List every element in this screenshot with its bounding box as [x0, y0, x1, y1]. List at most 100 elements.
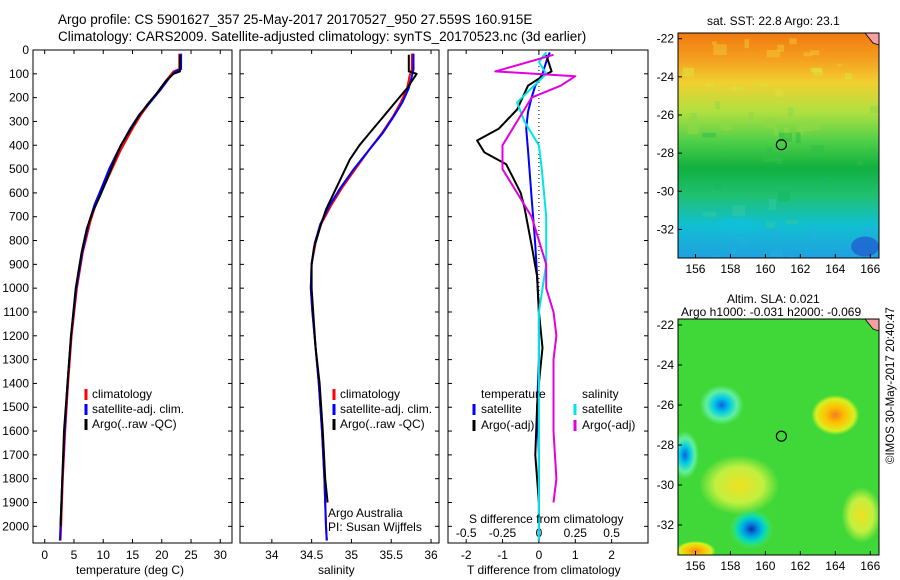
sst-texture-patch — [775, 89, 784, 97]
temperature-series-group — [58, 53, 183, 541]
temperature-legend-label: Argo(..raw -QC) — [92, 417, 177, 431]
sla_map-ytick-label: -26 — [657, 398, 675, 412]
difference-legend-group-title: salinity — [582, 387, 619, 401]
depth-tick-label: 1700 — [2, 448, 29, 462]
salinity-xtick-label: 36 — [424, 548, 438, 562]
sst-texture-patch — [822, 176, 829, 183]
sst-texture-patch — [762, 156, 773, 163]
sst-texture-patch — [836, 63, 843, 67]
difference-xtick2-label: -0.5 — [456, 526, 477, 540]
sst-field-background — [678, 33, 879, 258]
difference-legend-label: Argo(-adj) — [481, 418, 534, 432]
difference-legend-label: satellite — [582, 402, 623, 416]
sst-texture-patch — [705, 83, 714, 88]
difference-legend-label: Argo(-adj) — [582, 418, 635, 432]
sst_map-xtick-label: 156 — [685, 262, 705, 276]
temperature-xtick-label: 5 — [71, 548, 78, 562]
sst-texture-patch — [799, 123, 811, 132]
sst-texture-patch — [869, 106, 879, 114]
sst-texture-patch — [766, 49, 781, 58]
sst-texture-patch — [682, 67, 694, 77]
sst-texture-patch — [864, 226, 876, 235]
sla_map-argo-marker — [775, 430, 787, 442]
sst-texture-patch — [809, 121, 821, 131]
sst-texture-patch — [811, 145, 825, 154]
sla_map-ytick-label: -30 — [657, 478, 675, 492]
sst-texture-patch — [688, 116, 698, 127]
sst-texture-patch — [731, 248, 736, 255]
sla_map-xtick-label: 162 — [790, 559, 810, 573]
sst-texture-patch — [766, 221, 775, 229]
sst-texture-patch — [718, 151, 726, 155]
sla-low-anomaly — [699, 385, 744, 425]
difference-xtick-label: 2 — [608, 548, 615, 562]
depth-tick-label: 600 — [9, 186, 29, 200]
sst-texture-patch — [713, 44, 727, 56]
temperature-xtick-label: 0 — [41, 548, 48, 562]
temperature-axis-label: temperature (deg C) — [76, 563, 185, 577]
depth-tick-label: 1300 — [2, 353, 29, 367]
difference-xtick2-label: 0.25 — [564, 526, 588, 540]
temperature-legend-label: satellite-adj. clim. — [92, 402, 184, 416]
sst-texture-patch — [785, 219, 799, 225]
sst-texture-patch — [712, 254, 721, 258]
sla-high-anomaly — [678, 541, 716, 555]
sla-low-anomaly — [678, 431, 699, 479]
depth-tick-label: 1100 — [3, 305, 29, 319]
temperature-series-2 — [59, 54, 181, 527]
sla_map-ytick-label: -28 — [657, 438, 675, 452]
sst-texture-patch — [844, 73, 853, 80]
sst-texture-patch — [810, 50, 820, 56]
sst-texture-patch — [690, 113, 698, 119]
sst-texture-patch — [767, 146, 772, 157]
depth-tick-label: 1600 — [2, 424, 29, 438]
depth-tick-label: 300 — [9, 114, 29, 128]
sst_map-ytick-label: -28 — [657, 146, 675, 160]
figure-title-line1: Argo profile: CS 5901627_357 25-May-2017… — [58, 12, 533, 27]
salinity-annotation-line1: Argo Australia — [328, 506, 403, 520]
temperature-xtick-label: 15 — [126, 548, 140, 562]
sst-texture-patch — [857, 160, 863, 166]
sst-texture-patch — [693, 231, 699, 235]
depth-tick-label: 1000 — [2, 281, 29, 295]
sst-texture-patch — [770, 250, 784, 257]
sst-texture-patch — [776, 159, 782, 165]
temperature-plot-frame — [32, 49, 233, 544]
sla-map-title: Altim. SLA: 0.021 — [727, 292, 820, 306]
difference-xtick-label: -1 — [497, 548, 508, 562]
salinity-xtick-label: 35.5 — [380, 548, 404, 562]
sst-texture-patch — [766, 117, 776, 129]
sst-texture-patch — [787, 255, 798, 258]
sla_map-ytick-label: -32 — [657, 518, 675, 532]
sst-texture-patch — [778, 191, 790, 202]
temperature-xtick-label: 10 — [97, 548, 111, 562]
sla-map-subtitle: Argo h1000: -0.031 h2000: -0.069 — [681, 305, 862, 319]
difference-series-2 — [516, 51, 548, 541]
sst_map-ytick-label: -26 — [657, 108, 675, 122]
salinity-legend-label: Argo(..raw -QC) — [340, 417, 425, 431]
salinity-series-2 — [310, 54, 418, 503]
difference-series-3 — [494, 53, 577, 503]
sst-texture-patch — [703, 211, 717, 217]
difference-legend-group-title: temperature — [481, 387, 546, 401]
depth-tick-label: 2000 — [2, 519, 29, 533]
salinity-legend-label: satellite-adj. clim. — [340, 402, 432, 416]
salinity-xtick-label: 34 — [265, 548, 279, 562]
sla_map-xtick-label: 158 — [720, 559, 740, 573]
sst-texture-patch — [711, 41, 717, 45]
difference-xtick2-label: -0.25 — [489, 526, 517, 540]
sla_map-xtick-label: 160 — [755, 559, 775, 573]
temperature-legend-label: climatology — [92, 387, 152, 401]
depth-tick-label: 500 — [9, 162, 29, 176]
sst-texture-patch — [715, 101, 720, 110]
sla_map-ytick-label: -22 — [657, 318, 675, 332]
depth-tick-label: 1400 — [2, 376, 29, 390]
depth-tick-label: 900 — [9, 257, 29, 271]
figure-title-line2: Climatology: CARS2009. Satellite-adjuste… — [58, 29, 587, 44]
sst-texture-patch — [803, 52, 812, 57]
sla_map-land — [864, 319, 879, 332]
depth-tick-label: 1900 — [2, 496, 29, 510]
sst_map-xtick-label: 166 — [860, 262, 880, 276]
salinity-xtick-label: 34.5 — [300, 548, 324, 562]
